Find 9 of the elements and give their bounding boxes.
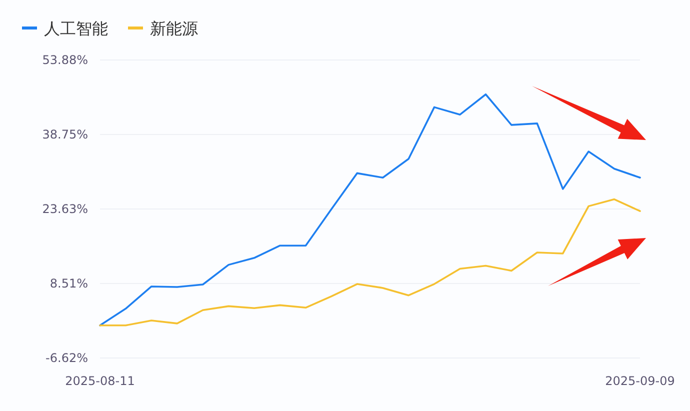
y-tick-label: 38.75% xyxy=(42,128,88,142)
y-tick-label: 23.63% xyxy=(42,202,88,216)
legend-label: 新能源 xyxy=(150,19,198,38)
x-tick-label: 2025-09-09 xyxy=(605,374,675,388)
y-tick-label: 53.88% xyxy=(42,53,88,67)
y-tick-label: 8.51% xyxy=(50,276,88,290)
x-tick-label: 2025-08-11 xyxy=(65,374,135,388)
legend-label: 人工智能 xyxy=(44,19,108,38)
y-tick-label: -6.62% xyxy=(46,351,88,365)
